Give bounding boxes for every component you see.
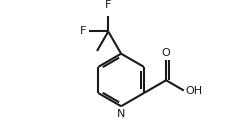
- Text: F: F: [80, 27, 87, 36]
- Text: N: N: [117, 109, 125, 119]
- Text: OH: OH: [186, 85, 203, 96]
- Text: F: F: [105, 0, 111, 10]
- Text: O: O: [162, 48, 170, 58]
